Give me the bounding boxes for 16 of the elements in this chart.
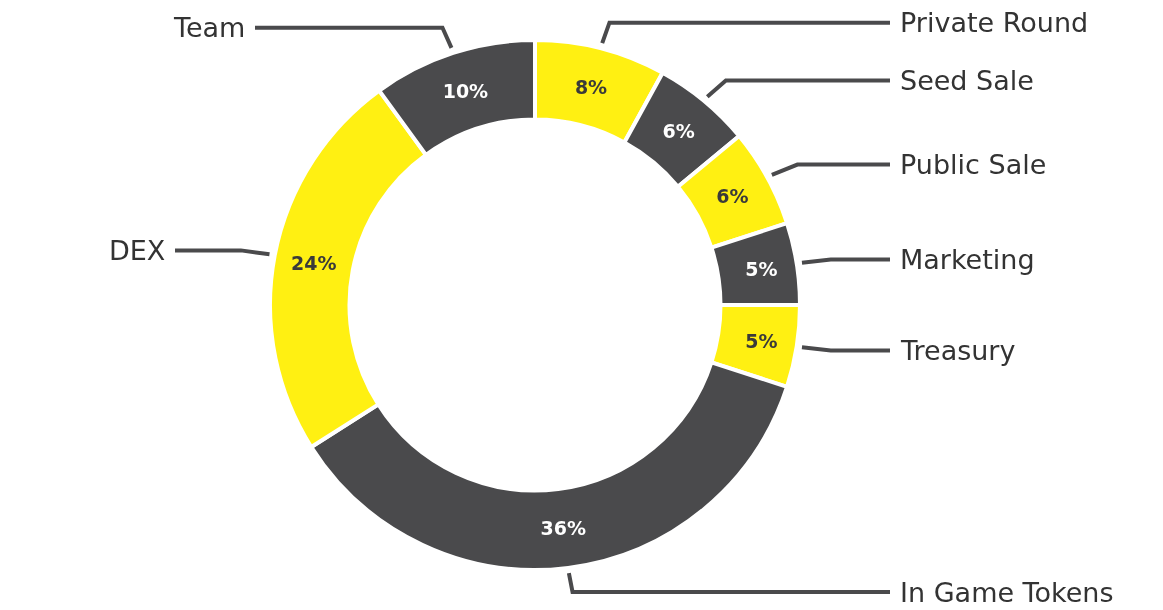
slice-label: DEX <box>109 235 166 266</box>
data-label: 8% <box>574 75 608 98</box>
data-label: 5% <box>745 258 778 281</box>
slice-label: In Game Tokens <box>900 577 1114 608</box>
data-label: 6% <box>716 185 749 208</box>
data-label: 24% <box>291 251 337 274</box>
slice-label: Public Sale <box>900 149 1047 180</box>
data-label: 36% <box>540 517 586 540</box>
data-label: 5% <box>745 329 778 352</box>
data-label: 6% <box>662 120 695 143</box>
slice-label: Treasury <box>900 335 1016 366</box>
slice-label: Private Round <box>900 7 1089 38</box>
slice-label: Team <box>173 12 246 43</box>
slice-label: Seed Sale <box>900 65 1034 96</box>
slice-label: Marketing <box>900 244 1035 275</box>
data-label: 10% <box>442 79 489 102</box>
